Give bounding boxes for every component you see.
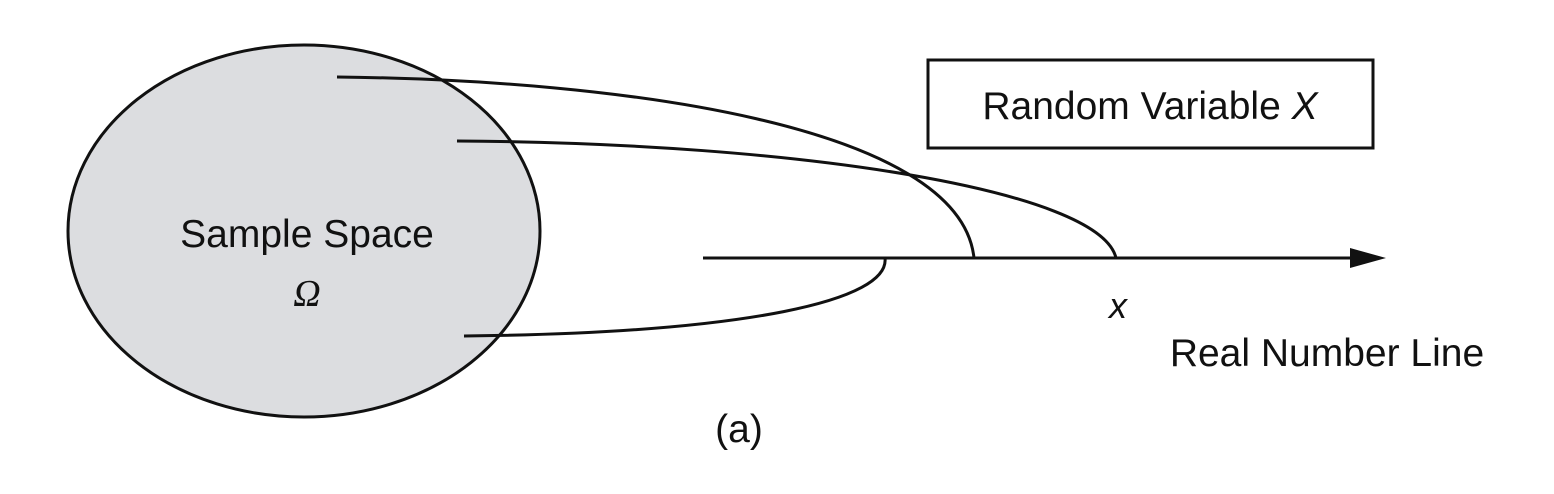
sample-space-label: Sample Space: [180, 213, 434, 256]
mapping-curve-top: [336, 75, 976, 259]
point-x-label: x: [1107, 285, 1129, 326]
random-variable-label: Random Variable: [982, 85, 1280, 128]
figure-caption: (a): [715, 408, 763, 451]
random-variable-text: Random Variable X: [982, 85, 1319, 128]
random-variable-symbol: X: [1291, 85, 1320, 128]
real-number-line-label: Real Number Line: [1170, 332, 1484, 375]
sample-space-ellipse: [66, 43, 542, 419]
sample-space-symbol: Ω: [293, 273, 320, 315]
mapping-curve-middle: [456, 139, 1118, 259]
random-variable-box: [926, 58, 1375, 150]
number-line-arrowhead: [1350, 248, 1386, 268]
mapping-curve-bottom: [463, 257, 887, 338]
